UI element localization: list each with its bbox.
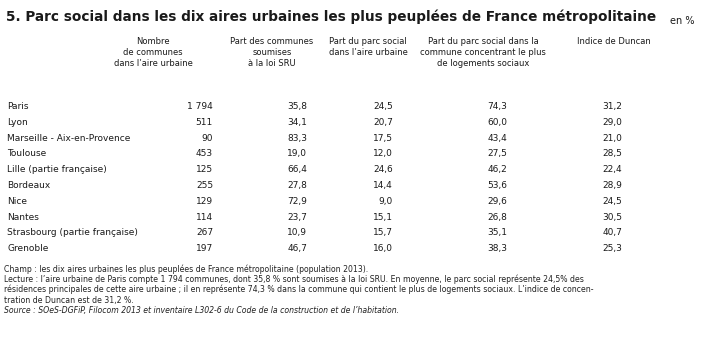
Text: 24,5: 24,5 (373, 102, 393, 111)
Text: 1 794: 1 794 (187, 102, 213, 111)
Text: Toulouse: Toulouse (7, 149, 46, 158)
Text: 22,4: 22,4 (602, 165, 622, 174)
Text: 15,1: 15,1 (373, 213, 393, 222)
Text: Source : SOeS-DGFiP, Filocom 2013 et inventaire L302-6 du Code de la constructio: Source : SOeS-DGFiP, Filocom 2013 et inv… (4, 306, 399, 315)
Text: 9,0: 9,0 (379, 197, 393, 206)
Text: 511: 511 (196, 118, 213, 127)
Text: 28,9: 28,9 (602, 181, 622, 190)
Text: 28,5: 28,5 (602, 149, 622, 158)
Text: 5. Parc social dans les dix aires urbaines les plus peuplées de France métropoli: 5. Parc social dans les dix aires urbain… (6, 10, 656, 24)
Text: 26,8: 26,8 (487, 213, 507, 222)
Text: 19,0: 19,0 (287, 149, 307, 158)
Text: 27,8: 27,8 (287, 181, 307, 190)
Text: 29,0: 29,0 (602, 118, 622, 127)
Text: 255: 255 (196, 181, 213, 190)
Text: 14,4: 14,4 (373, 181, 393, 190)
Text: 43,4: 43,4 (487, 134, 507, 143)
Text: 34,1: 34,1 (287, 118, 307, 127)
Text: 30,5: 30,5 (602, 213, 622, 222)
Text: 46,7: 46,7 (287, 244, 307, 253)
Text: Nombre
de communes
dans l’aire urbaine: Nombre de communes dans l’aire urbaine (114, 37, 193, 68)
Text: 31,2: 31,2 (602, 102, 622, 111)
Text: Lille (partie française): Lille (partie française) (7, 165, 107, 174)
Text: Strasbourg (partie française): Strasbourg (partie française) (7, 228, 138, 237)
Text: 25,3: 25,3 (602, 244, 622, 253)
Text: 35,1: 35,1 (487, 228, 507, 237)
Text: 53,6: 53,6 (487, 181, 507, 190)
Text: 21,0: 21,0 (602, 134, 622, 143)
Text: Nantes: Nantes (7, 213, 39, 222)
Text: 83,3: 83,3 (287, 134, 307, 143)
Text: Marseille - Aix-en-Provence: Marseille - Aix-en-Provence (7, 134, 130, 143)
Text: 27,5: 27,5 (487, 149, 507, 158)
Text: 129: 129 (196, 197, 213, 206)
Text: 38,3: 38,3 (487, 244, 507, 253)
Text: 74,3: 74,3 (487, 102, 507, 111)
Text: Lyon: Lyon (7, 118, 28, 127)
Text: 197: 197 (196, 244, 213, 253)
Text: 29,6: 29,6 (487, 197, 507, 206)
Text: 12,0: 12,0 (373, 149, 393, 158)
Text: Bordeaux: Bordeaux (7, 181, 50, 190)
Text: 114: 114 (196, 213, 213, 222)
Text: 16,0: 16,0 (373, 244, 393, 253)
Text: 60,0: 60,0 (487, 118, 507, 127)
Text: 46,2: 46,2 (487, 165, 507, 174)
Text: 15,7: 15,7 (373, 228, 393, 237)
Text: 35,8: 35,8 (287, 102, 307, 111)
Text: 90: 90 (201, 134, 213, 143)
Text: 66,4: 66,4 (287, 165, 307, 174)
Text: 40,7: 40,7 (602, 228, 622, 237)
Text: Grenoble: Grenoble (7, 244, 48, 253)
Text: Part des communes
soumises
à la loi SRU: Part des communes soumises à la loi SRU (231, 37, 313, 68)
Text: tration de Duncan est de 31,2 %.: tration de Duncan est de 31,2 %. (4, 295, 134, 304)
Text: Part du parc social
dans l’aire urbaine: Part du parc social dans l’aire urbaine (329, 37, 407, 57)
Text: 125: 125 (196, 165, 213, 174)
Text: Champ : les dix aires urbaines les plus peuplées de France métropolitaine (popul: Champ : les dix aires urbaines les plus … (4, 264, 368, 274)
Text: résidences principales de cette aire urbaine ; il en représente 74,3 % dans la c: résidences principales de cette aire urb… (4, 285, 594, 294)
Text: 23,7: 23,7 (287, 213, 307, 222)
Text: Paris: Paris (7, 102, 29, 111)
Text: 10,9: 10,9 (287, 228, 307, 237)
Text: Lecture : l’aire urbaine de Paris compte 1 794 communes, dont 35,8 % sont soumis: Lecture : l’aire urbaine de Paris compte… (4, 275, 584, 284)
Text: 72,9: 72,9 (287, 197, 307, 206)
Text: 24,5: 24,5 (602, 197, 622, 206)
Text: Nice: Nice (7, 197, 27, 206)
Text: en %: en % (670, 16, 695, 26)
Text: Part du parc social dans la
commune concentrant le plus
de logements sociaux: Part du parc social dans la commune conc… (420, 37, 546, 68)
Text: 20,7: 20,7 (373, 118, 393, 127)
Text: 17,5: 17,5 (373, 134, 393, 143)
Text: 24,6: 24,6 (373, 165, 393, 174)
Text: Indice de Duncan: Indice de Duncan (577, 37, 651, 46)
Text: 453: 453 (196, 149, 213, 158)
Text: 267: 267 (196, 228, 213, 237)
